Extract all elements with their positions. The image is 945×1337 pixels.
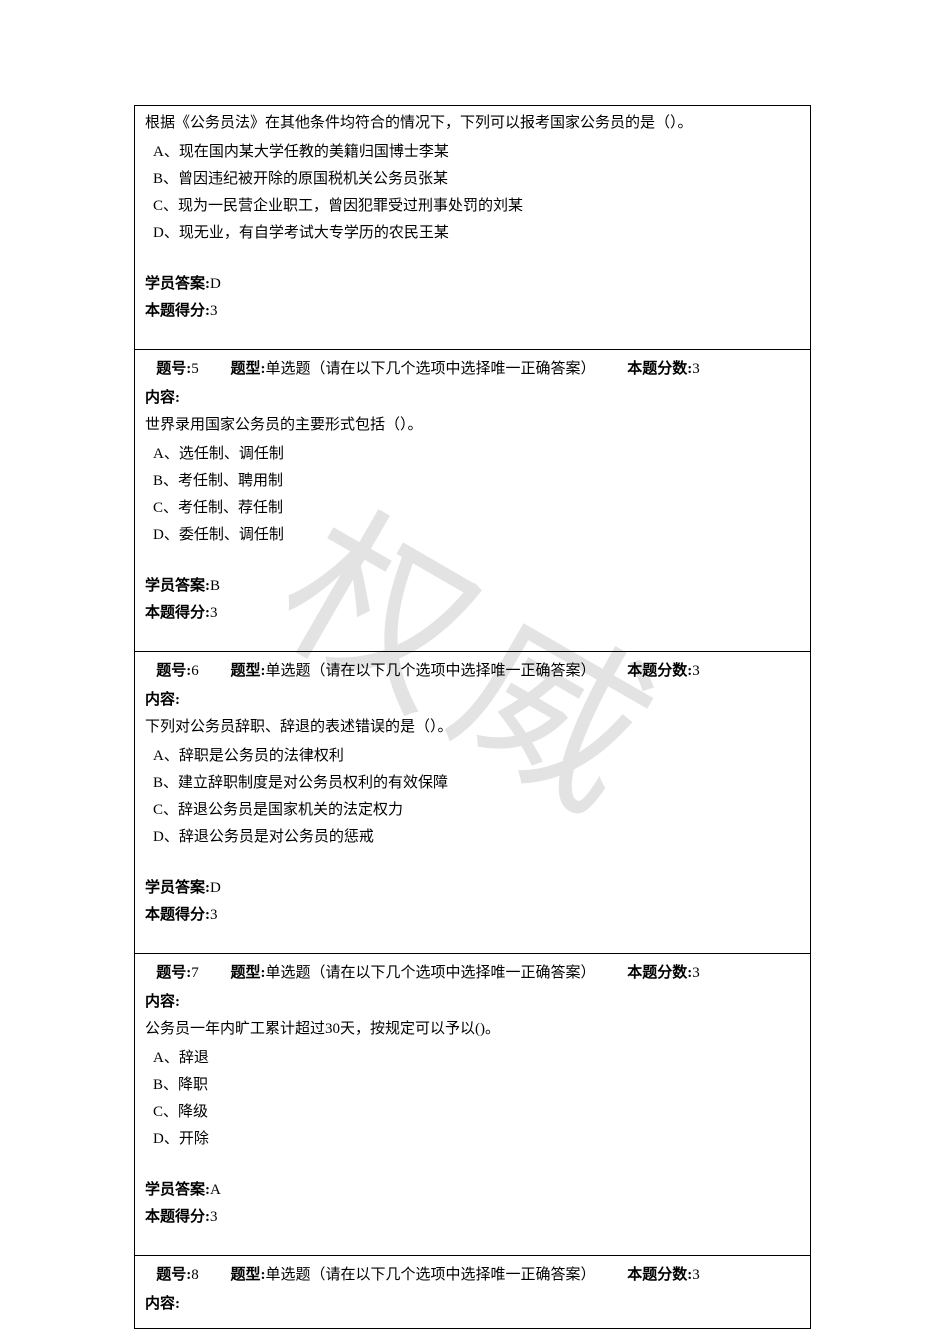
- qnum-value: 5: [191, 356, 199, 383]
- question-block-5: 题号:5 题型:单选题（请在以下几个选项中选择唯一正确答案） 本题分数:3 内容…: [134, 349, 811, 651]
- score-value: 3: [210, 605, 218, 621]
- score-value: 3: [210, 907, 218, 923]
- qnum-value: 7: [191, 960, 199, 987]
- option-b: B、建立辞职制度是对公务员权利的有效保障: [145, 770, 800, 797]
- score-row: 本题得分:3: [145, 298, 800, 325]
- option-b: B、曾因违纪被开除的原国税机关公务员张某: [145, 166, 800, 193]
- qnum-label: 题号:: [156, 658, 191, 685]
- question-block-7: 题号:7 题型:单选题（请在以下几个选项中选择唯一正确答案） 本题分数:3 内容…: [134, 953, 811, 1255]
- qscore-value: 3: [692, 960, 700, 987]
- qnum-label: 题号:: [156, 356, 191, 383]
- qtype-value: 单选题（请在以下几个选项中选择唯一正确答案）: [266, 960, 596, 987]
- score-label: 本题得分:: [145, 605, 210, 621]
- qscore-value: 3: [692, 658, 700, 685]
- qnum-value: 6: [191, 658, 199, 685]
- question-text: 根据《公务员法》在其他条件均符合的情况下，下列可以报考国家公务员的是（）。: [145, 110, 800, 137]
- option-c: C、考任制、荐任制: [145, 495, 800, 522]
- question-header: 题号:7 题型:单选题（请在以下几个选项中选择唯一正确答案） 本题分数:3: [145, 960, 800, 987]
- score-row: 本题得分:3: [145, 600, 800, 627]
- qtype-value: 单选题（请在以下几个选项中选择唯一正确答案）: [266, 658, 596, 685]
- answer-value: D: [210, 276, 221, 292]
- option-c: C、现为一民营企业职工，曾因犯罪受过刑事处罚的刘某: [145, 193, 800, 220]
- qnum-label: 题号:: [156, 1262, 191, 1289]
- question-header: 题号:6 题型:单选题（请在以下几个选项中选择唯一正确答案） 本题分数:3: [145, 658, 800, 685]
- qtype-value: 单选题（请在以下几个选项中选择唯一正确答案）: [266, 1262, 596, 1289]
- score-value: 3: [210, 1209, 218, 1225]
- question-text: 世界录用国家公务员的主要形式包括（）。: [145, 412, 800, 439]
- student-answer-row: 学员答案:A: [145, 1177, 800, 1204]
- qnum-value: 8: [191, 1262, 199, 1289]
- option-a: A、辞退: [145, 1045, 800, 1072]
- exam-page: 根据《公务员法》在其他条件均符合的情况下，下列可以报考国家公务员的是（）。 A、…: [0, 0, 945, 1329]
- student-answer-row: 学员答案:B: [145, 573, 800, 600]
- option-d: D、辞退公务员是对公务员的惩戒: [145, 824, 800, 851]
- option-a: A、辞职是公务员的法律权利: [145, 743, 800, 770]
- answer-value: B: [210, 578, 220, 594]
- content-label: 内容:: [145, 687, 800, 714]
- option-b: B、降职: [145, 1072, 800, 1099]
- qtype-label: 题型:: [231, 1262, 266, 1289]
- qscore-label: 本题分数:: [627, 1262, 692, 1289]
- question-block-6: 题号:6 题型:单选题（请在以下几个选项中选择唯一正确答案） 本题分数:3 内容…: [134, 651, 811, 953]
- content-label: 内容:: [145, 989, 800, 1016]
- option-c: C、辞退公务员是国家机关的法定权力: [145, 797, 800, 824]
- qscore-label: 本题分数:: [627, 356, 692, 383]
- question-block-4: 根据《公务员法》在其他条件均符合的情况下，下列可以报考国家公务员的是（）。 A、…: [134, 105, 811, 349]
- question-text: 下列对公务员辞职、辞退的表述错误的是（）。: [145, 714, 800, 741]
- qtype-value: 单选题（请在以下几个选项中选择唯一正确答案）: [266, 356, 596, 383]
- score-value: 3: [210, 303, 218, 319]
- answer-label: 学员答案:: [145, 1182, 210, 1198]
- qtype-label: 题型:: [231, 356, 266, 383]
- answer-label: 学员答案:: [145, 880, 210, 896]
- option-b: B、考任制、聘用制: [145, 468, 800, 495]
- answer-value: A: [210, 1182, 221, 1198]
- option-d: D、委任制、调任制: [145, 522, 800, 549]
- qtype-label: 题型:: [231, 960, 266, 987]
- score-label: 本题得分:: [145, 303, 210, 319]
- option-d: D、开除: [145, 1126, 800, 1153]
- option-d: D、现无业，有自学考试大专学历的农民王某: [145, 220, 800, 247]
- qscore-value: 3: [692, 1262, 700, 1289]
- score-row: 本题得分:3: [145, 902, 800, 929]
- content-label: 内容:: [145, 1291, 800, 1318]
- option-a: A、选任制、调任制: [145, 441, 800, 468]
- answer-value: D: [210, 880, 221, 896]
- content-label: 内容:: [145, 385, 800, 412]
- option-a: A、现在国内某大学任教的美籍归国博士李某: [145, 139, 800, 166]
- score-label: 本题得分:: [145, 1209, 210, 1225]
- qnum-label: 题号:: [156, 960, 191, 987]
- question-header: 题号:8 题型:单选题（请在以下几个选项中选择唯一正确答案） 本题分数:3: [145, 1262, 800, 1289]
- answer-label: 学员答案:: [145, 578, 210, 594]
- question-block-8: 题号:8 题型:单选题（请在以下几个选项中选择唯一正确答案） 本题分数:3 内容…: [134, 1255, 811, 1329]
- option-c: C、降级: [145, 1099, 800, 1126]
- qtype-label: 题型:: [231, 658, 266, 685]
- student-answer-row: 学员答案:D: [145, 875, 800, 902]
- score-row: 本题得分:3: [145, 1204, 800, 1231]
- question-header: 题号:5 题型:单选题（请在以下几个选项中选择唯一正确答案） 本题分数:3: [145, 356, 800, 383]
- qscore-label: 本题分数:: [627, 960, 692, 987]
- qscore-label: 本题分数:: [627, 658, 692, 685]
- qscore-value: 3: [692, 356, 700, 383]
- answer-label: 学员答案:: [145, 276, 210, 292]
- student-answer-row: 学员答案:D: [145, 271, 800, 298]
- question-text: 公务员一年内旷工累计超过30天，按规定可以予以()。: [145, 1016, 800, 1043]
- score-label: 本题得分:: [145, 907, 210, 923]
